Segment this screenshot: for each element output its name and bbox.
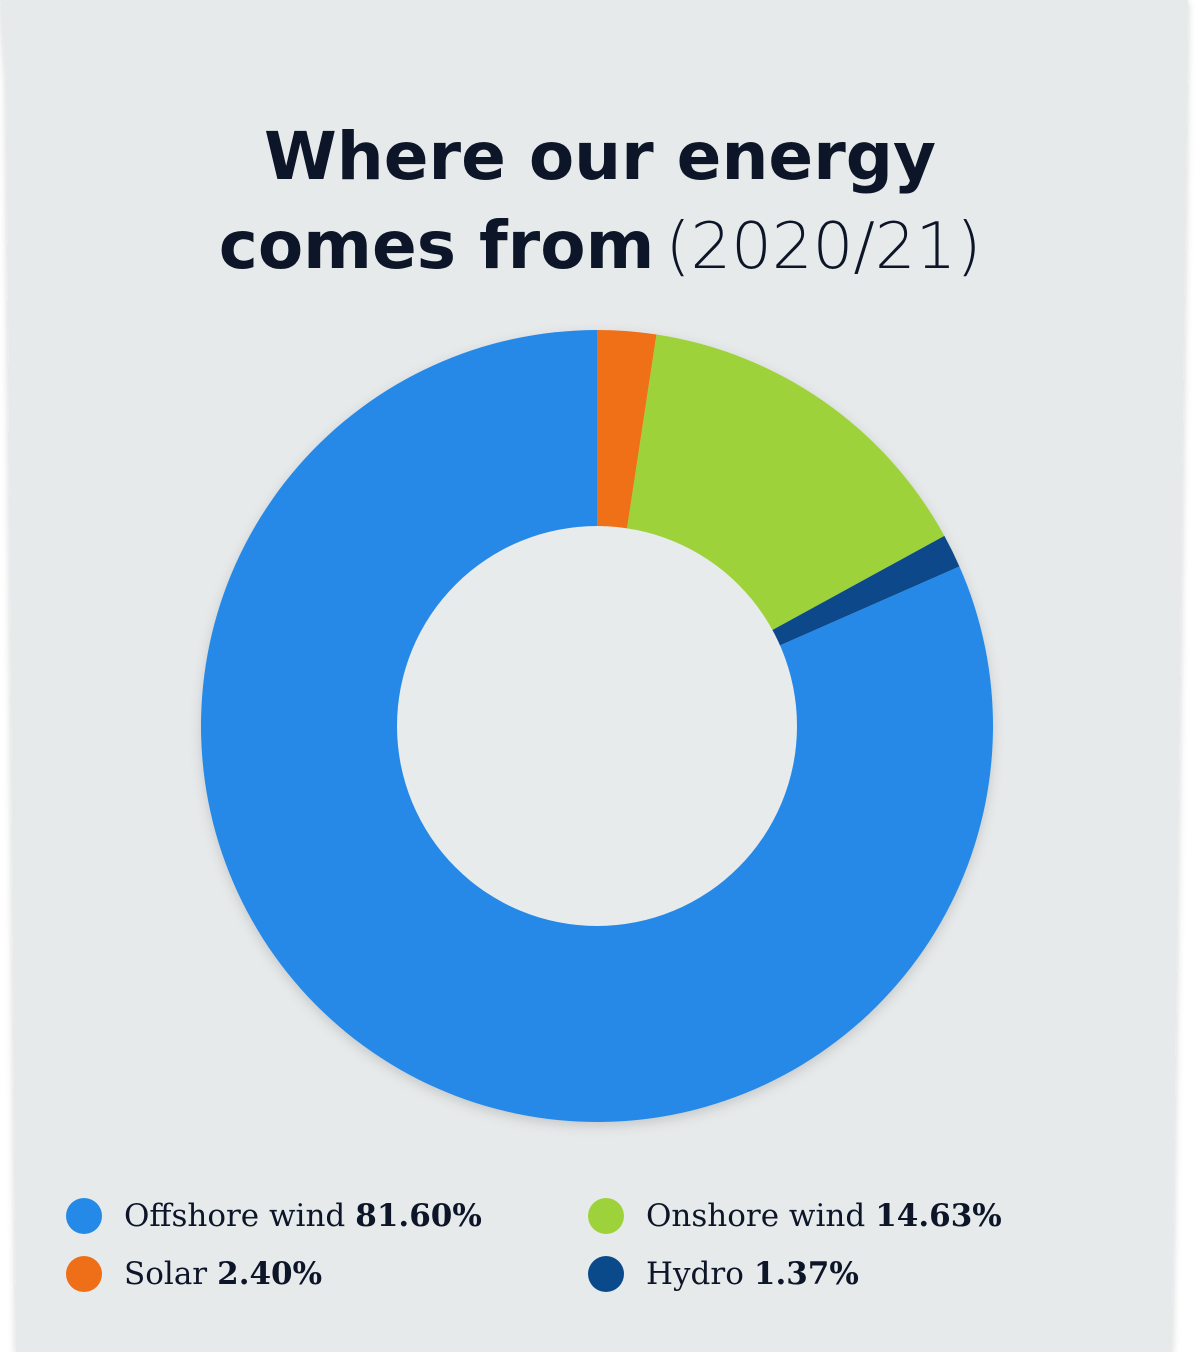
- donut-hole: [397, 526, 797, 926]
- title-line-2-bold: comes from: [218, 207, 655, 284]
- chart-title: Where our energy comes from (2020/21): [0, 118, 1200, 296]
- title-line-1: Where our energy: [263, 118, 937, 195]
- title-line-2-year: (2020/21): [665, 210, 982, 284]
